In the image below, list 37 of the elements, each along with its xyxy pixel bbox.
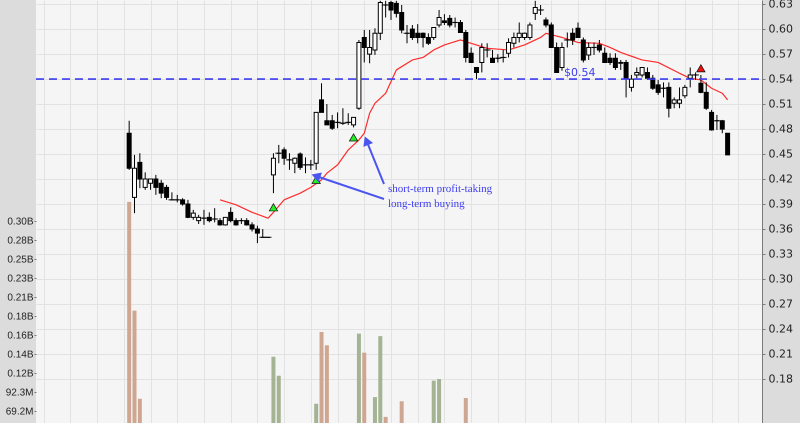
- y2-tick-label: 0.16B: [7, 330, 34, 342]
- line-series: [219, 32, 728, 219]
- y-tick-label: 0.54: [768, 72, 793, 86]
- y-tick-label: 0.36: [768, 222, 793, 236]
- candlestick: [474, 66, 479, 80]
- y2-tick-label: 0.23B: [7, 273, 34, 284]
- candlestick: [682, 84, 688, 99]
- y-tick-label: 0.60: [768, 22, 793, 36]
- annotation: long-term buying: [388, 198, 466, 210]
- point: [268, 203, 278, 212]
- y-tick-label: 0.57: [768, 48, 793, 61]
- y-tick-label: 0.30: [768, 272, 793, 286]
- y-tick-label: 0.51: [768, 98, 793, 111]
- y2-tick-label: 0.25B: [7, 254, 34, 266]
- y2-tick-label: 0.30B: [7, 216, 34, 228]
- y2-tick-label: 92.3M: [6, 387, 34, 398]
- point: [696, 64, 706, 72]
- y2-tick-label: 0.28B: [7, 235, 34, 246]
- y-tick-label: 0.33: [768, 247, 793, 260]
- y-tick-label: 0.48: [768, 122, 793, 136]
- y2-tick-label: 0.18B: [7, 311, 34, 322]
- y2-tick-label: 0.12B: [7, 368, 34, 380]
- y-tick-label: 0.24: [768, 322, 793, 336]
- ref-line-label: $0.54: [564, 66, 596, 80]
- y-tick-label: 0.21: [768, 347, 793, 360]
- y-tick-label: 0.42: [768, 172, 793, 186]
- y2-tick-label: 0.14B: [7, 349, 34, 360]
- y2-tick-label: 0.21B: [7, 292, 34, 304]
- candlestick: [628, 74, 634, 92]
- y-tick-label: 0.39: [768, 198, 793, 211]
- point: [349, 133, 358, 142]
- y2-tick-label: 69.2M: [6, 406, 34, 418]
- annotation: short-term profit-taking: [388, 183, 493, 195]
- candlestick: [725, 132, 730, 156]
- y-tick-label: 0.18: [768, 372, 793, 386]
- y-tick-label: 0.27: [768, 297, 793, 310]
- y-tick-label: 0.45: [768, 148, 793, 161]
